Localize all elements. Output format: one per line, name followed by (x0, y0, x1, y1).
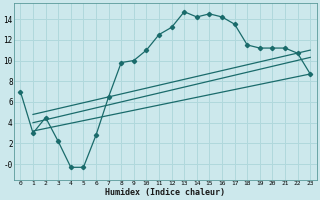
X-axis label: Humidex (Indice chaleur): Humidex (Indice chaleur) (105, 188, 225, 197)
